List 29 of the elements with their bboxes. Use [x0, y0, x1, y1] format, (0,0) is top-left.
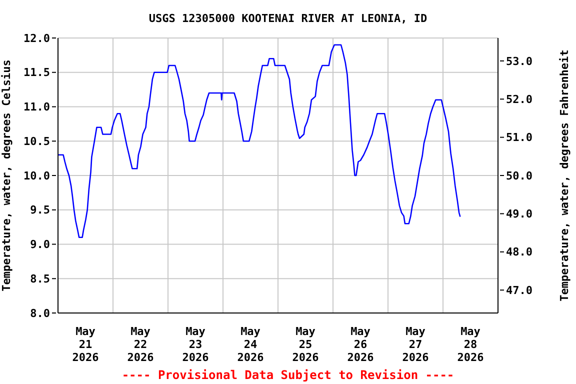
- y-tick-label: 11.0: [24, 100, 50, 114]
- y-tick-label: 10.0: [24, 169, 50, 182]
- y-tick-label: 9.5: [30, 204, 50, 217]
- y2-tick-label: 50.0: [506, 169, 532, 182]
- x-tick-label: May 27 2026: [402, 325, 430, 364]
- y2-tick-label: 49.0: [506, 208, 532, 221]
- y2-tick-label: 48.0: [506, 246, 532, 259]
- x-tick-label: May 24 2026: [237, 325, 264, 364]
- y2-tick-label: 52.0: [506, 92, 532, 106]
- line-series: [58, 44, 461, 238]
- y-tick-label: 8.0: [30, 306, 50, 320]
- y2-axis-title: Temperature, water, degrees Fahrenheit: [558, 50, 571, 302]
- y-axis-title: Temperature, water, degrees Celsius: [0, 60, 13, 292]
- y2-tick-label: 47.0: [506, 284, 532, 297]
- text: ---- Provisional Data Subject to Revision ----: [120, 368, 456, 382]
- y2-tick-label: 51.0: [506, 131, 532, 144]
- y-tick-label: 10.5: [24, 134, 50, 148]
- y-tick-label: 8.5: [30, 272, 50, 286]
- y-tick-label: 9.0: [30, 238, 50, 252]
- x-tick-label: May 25 2026: [292, 325, 320, 364]
- x-tick-label: May 21 2026: [72, 325, 100, 364]
- x-tick-label: May 28 2026: [457, 325, 484, 364]
- x-tick-label: May 23 2026: [182, 325, 210, 364]
- y2-tick-label: 53.0: [506, 54, 532, 68]
- y-tick-label: 11.5: [24, 66, 50, 80]
- x-tick-label: May 26 2026: [347, 325, 374, 364]
- chart-title: USGS 12305000 KOOTENAI RIVER AT LEONIA, ID: [148, 12, 428, 25]
- x-tick-label: May 22 2026: [127, 325, 154, 364]
- y-tick-label: 12.0: [24, 32, 50, 45]
